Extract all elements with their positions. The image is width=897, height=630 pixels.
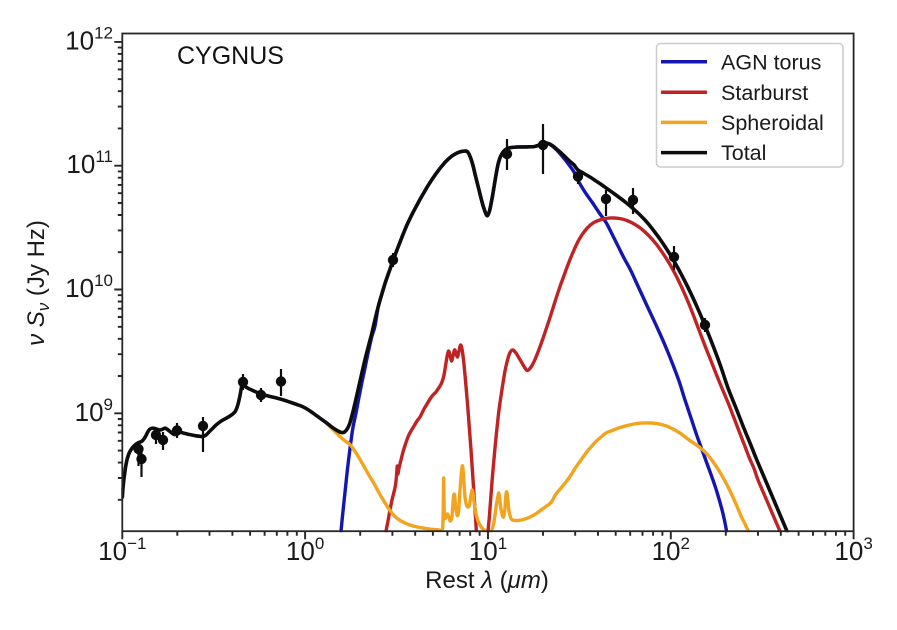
- svg-text:Starburst: Starburst: [721, 81, 808, 105]
- svg-text:1010: 1010: [65, 271, 113, 303]
- svg-text:Rest λ (μm): Rest λ (μm): [425, 567, 549, 594]
- svg-text:Total: Total: [721, 141, 766, 165]
- svg-text:Spheroidal: Spheroidal: [721, 111, 824, 135]
- svg-text:CYGNUS: CYGNUS: [177, 42, 284, 70]
- svg-text:AGN torus: AGN torus: [721, 50, 821, 74]
- svg-text:ν Sν (Jy Hz): ν Sν (Jy Hz): [23, 220, 53, 346]
